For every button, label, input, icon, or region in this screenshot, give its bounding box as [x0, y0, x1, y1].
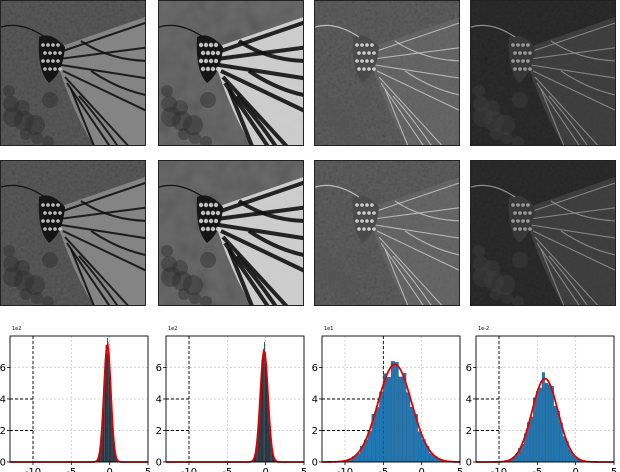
histogram-plot-4: 1e-2 -10 -5 0 5 0 2 4 6	[466, 322, 618, 472]
exponent-label: 1e2	[168, 326, 177, 332]
x-tick-label: 0	[106, 467, 112, 472]
histogram-bar	[402, 373, 407, 463]
histogram-bar	[106, 353, 108, 463]
exponent-label: 1e2	[12, 326, 21, 332]
butterfly-image-r2c3	[314, 160, 460, 306]
histogram-bar	[387, 376, 391, 463]
butterfly-image-r1c1	[0, 0, 146, 146]
y-tick-label: 2	[0, 426, 6, 437]
histogram-bar	[379, 391, 384, 463]
y-tick-label: 4	[156, 395, 162, 406]
y-tick-label: 0	[466, 458, 472, 469]
y-tick-label: 0	[312, 458, 318, 469]
y-tick-label: 6	[0, 363, 6, 374]
y-tick-label: 6	[466, 363, 472, 374]
histogram-bar	[263, 355, 265, 463]
x-tick-label: -5	[378, 467, 388, 472]
histogram-bar	[264, 342, 265, 463]
butterfly-image-r1c2	[158, 0, 304, 146]
fit-curve	[322, 363, 461, 463]
histogram-bar	[541, 372, 545, 463]
histogram-bar	[406, 392, 411, 463]
butterfly-image-r2c4	[470, 160, 616, 306]
x-tick-label: -10	[25, 467, 41, 472]
histogram-bar	[367, 431, 372, 463]
histogram-bar	[390, 361, 395, 463]
x-tick-label: 5	[457, 467, 463, 472]
histogram-bar	[262, 359, 264, 463]
x-tick-label: 0	[572, 467, 578, 472]
histogram-bar	[394, 362, 399, 463]
x-tick-label: -10	[181, 467, 197, 472]
histogram-bar	[550, 386, 554, 463]
x-tick-label: -5	[532, 467, 542, 472]
exponent-label: 1e1	[324, 326, 333, 332]
x-tick-label: -5	[66, 467, 76, 472]
histogram-plot-2: 1e2 -10 -5 0 5 0 2 4 6	[156, 322, 308, 472]
butterfly-image-r1c4	[470, 0, 616, 146]
histogram-bar	[383, 373, 388, 463]
x-tick-label: 0	[418, 467, 424, 472]
x-tick-label: -5	[222, 467, 232, 472]
exponent-label: 1e-2	[478, 326, 489, 332]
histogram-bar	[375, 407, 380, 463]
y-tick-label: 0	[156, 458, 162, 469]
y-tick-label: 2	[312, 426, 318, 437]
fit-curve	[10, 341, 148, 463]
butterfly-image-r2c2	[158, 160, 304, 306]
y-tick-label: 0	[0, 458, 6, 469]
histogram-bar	[417, 431, 422, 463]
y-tick-label: 6	[312, 363, 318, 374]
butterfly-image-r1c3	[314, 0, 460, 146]
y-tick-label: 2	[466, 426, 472, 437]
histogram-bar	[547, 384, 551, 463]
histogram-bar	[410, 406, 415, 463]
y-tick-label: 6	[156, 363, 162, 374]
butterfly-image-r2c1	[0, 160, 146, 306]
x-tick-label: -10	[337, 467, 353, 472]
histogram-bar	[538, 387, 542, 463]
histogram-bar	[108, 367, 110, 463]
histogram-bar	[553, 405, 557, 463]
x-tick-label: 5	[301, 467, 307, 472]
x-tick-label: 5	[611, 467, 617, 472]
histogram-bar	[530, 416, 533, 463]
histogram-bar	[107, 337, 109, 463]
histogram-bar	[562, 436, 566, 463]
y-tick-label: 4	[312, 395, 318, 406]
histogram-plot-1: 1e2 -10 -5 0 5 0 2 4 6	[0, 322, 152, 472]
x-tick-label: 5	[145, 467, 151, 472]
y-tick-label: 4	[0, 395, 6, 406]
histogram-bar	[398, 376, 403, 463]
y-tick-label: 4	[466, 395, 472, 406]
x-tick-label: -10	[491, 467, 507, 472]
histogram-bar	[108, 350, 109, 463]
histogram-bar	[264, 363, 266, 463]
histogram-bar	[535, 391, 539, 463]
histogram-plot-3: 1e1 -10 -5 0 5 0 2 4 6	[312, 322, 464, 472]
histogram-bar	[544, 382, 548, 463]
y-tick-label: 2	[156, 426, 162, 437]
x-tick-label: 0	[262, 467, 268, 472]
